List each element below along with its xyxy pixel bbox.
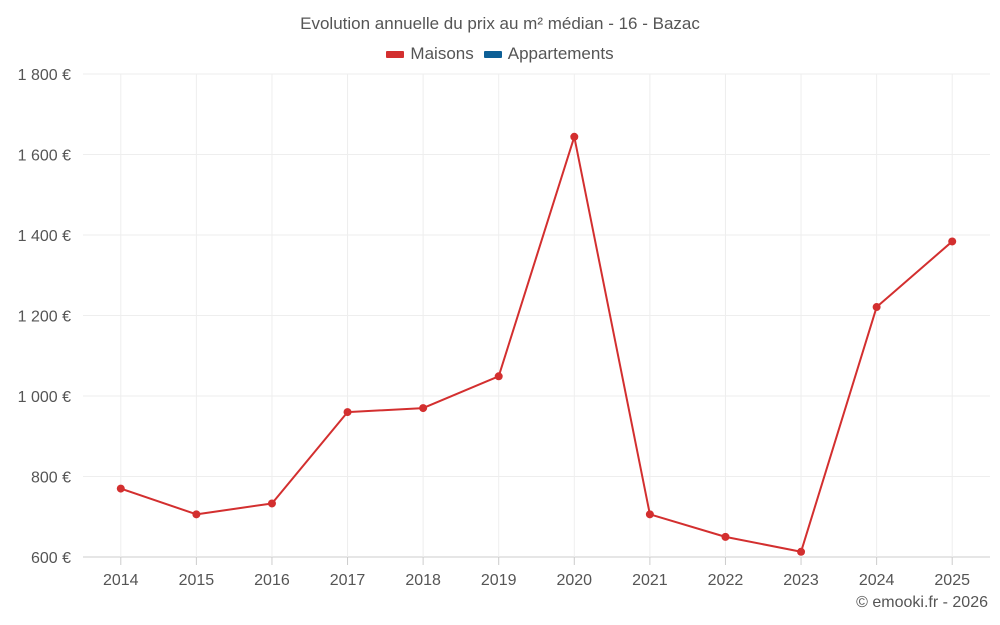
y-tick-label: 1 800 € (18, 67, 71, 84)
data-point-maisons[interactable] (116, 484, 125, 493)
x-tick-label: 2025 (934, 572, 970, 589)
chart-title: Evolution annuelle du prix au m² médian … (300, 14, 700, 33)
legend-label-appartements: Appartements (507, 44, 614, 63)
data-point-maisons[interactable] (343, 408, 352, 417)
legend-swatch-maisons (386, 50, 405, 58)
legend: Maisons Appartements (0, 44, 1000, 64)
data-point-maisons[interactable] (797, 547, 806, 556)
x-tick-label: 2017 (330, 572, 366, 589)
x-tick-label: 2022 (708, 572, 744, 589)
credit-text: © emooki.fr - 2026 (856, 594, 988, 611)
legend-label-maisons: Maisons (410, 44, 474, 63)
x-tick-label: 2015 (179, 572, 215, 589)
x-tick-label: 2020 (556, 572, 592, 589)
y-tick-label: 1 400 € (18, 228, 71, 245)
series-layer (116, 132, 957, 556)
data-point-maisons[interactable] (721, 532, 730, 541)
x-tick-label: 2024 (859, 572, 895, 589)
legend-swatch-appartements (483, 50, 502, 58)
x-tick-label: 2014 (103, 572, 139, 589)
y-tick-label: 1 200 € (18, 309, 71, 326)
y-tick-label: 1 600 € (18, 148, 71, 165)
y-tick-label: 600 € (31, 550, 71, 567)
data-point-maisons[interactable] (192, 510, 201, 519)
legend-item-maisons[interactable]: Maisons (386, 44, 474, 64)
y-tick-label: 1 000 € (18, 389, 71, 406)
data-point-maisons[interactable] (872, 303, 881, 312)
data-point-maisons[interactable] (570, 132, 579, 141)
x-tick-label: 2019 (481, 572, 517, 589)
data-point-maisons[interactable] (267, 499, 276, 508)
x-tick-label: 2023 (783, 572, 819, 589)
grid (83, 73, 990, 558)
series-line-maisons (120, 135, 953, 553)
y-tick-label: 800 € (31, 470, 71, 487)
axes: 600 € 800 € 1 000 € 1 200 € 1 400 € 1 600 € 1 … (18, 67, 970, 589)
data-point-maisons[interactable] (948, 237, 957, 246)
legend-item-appartements[interactable]: Appartements (483, 44, 614, 64)
x-tick-label: 2016 (254, 572, 290, 589)
data-point-maisons[interactable] (419, 404, 428, 413)
data-point-maisons[interactable] (645, 510, 654, 519)
x-tick-label: 2018 (405, 572, 441, 589)
x-tick-label: 2021 (632, 572, 668, 589)
data-point-maisons[interactable] (494, 372, 503, 381)
